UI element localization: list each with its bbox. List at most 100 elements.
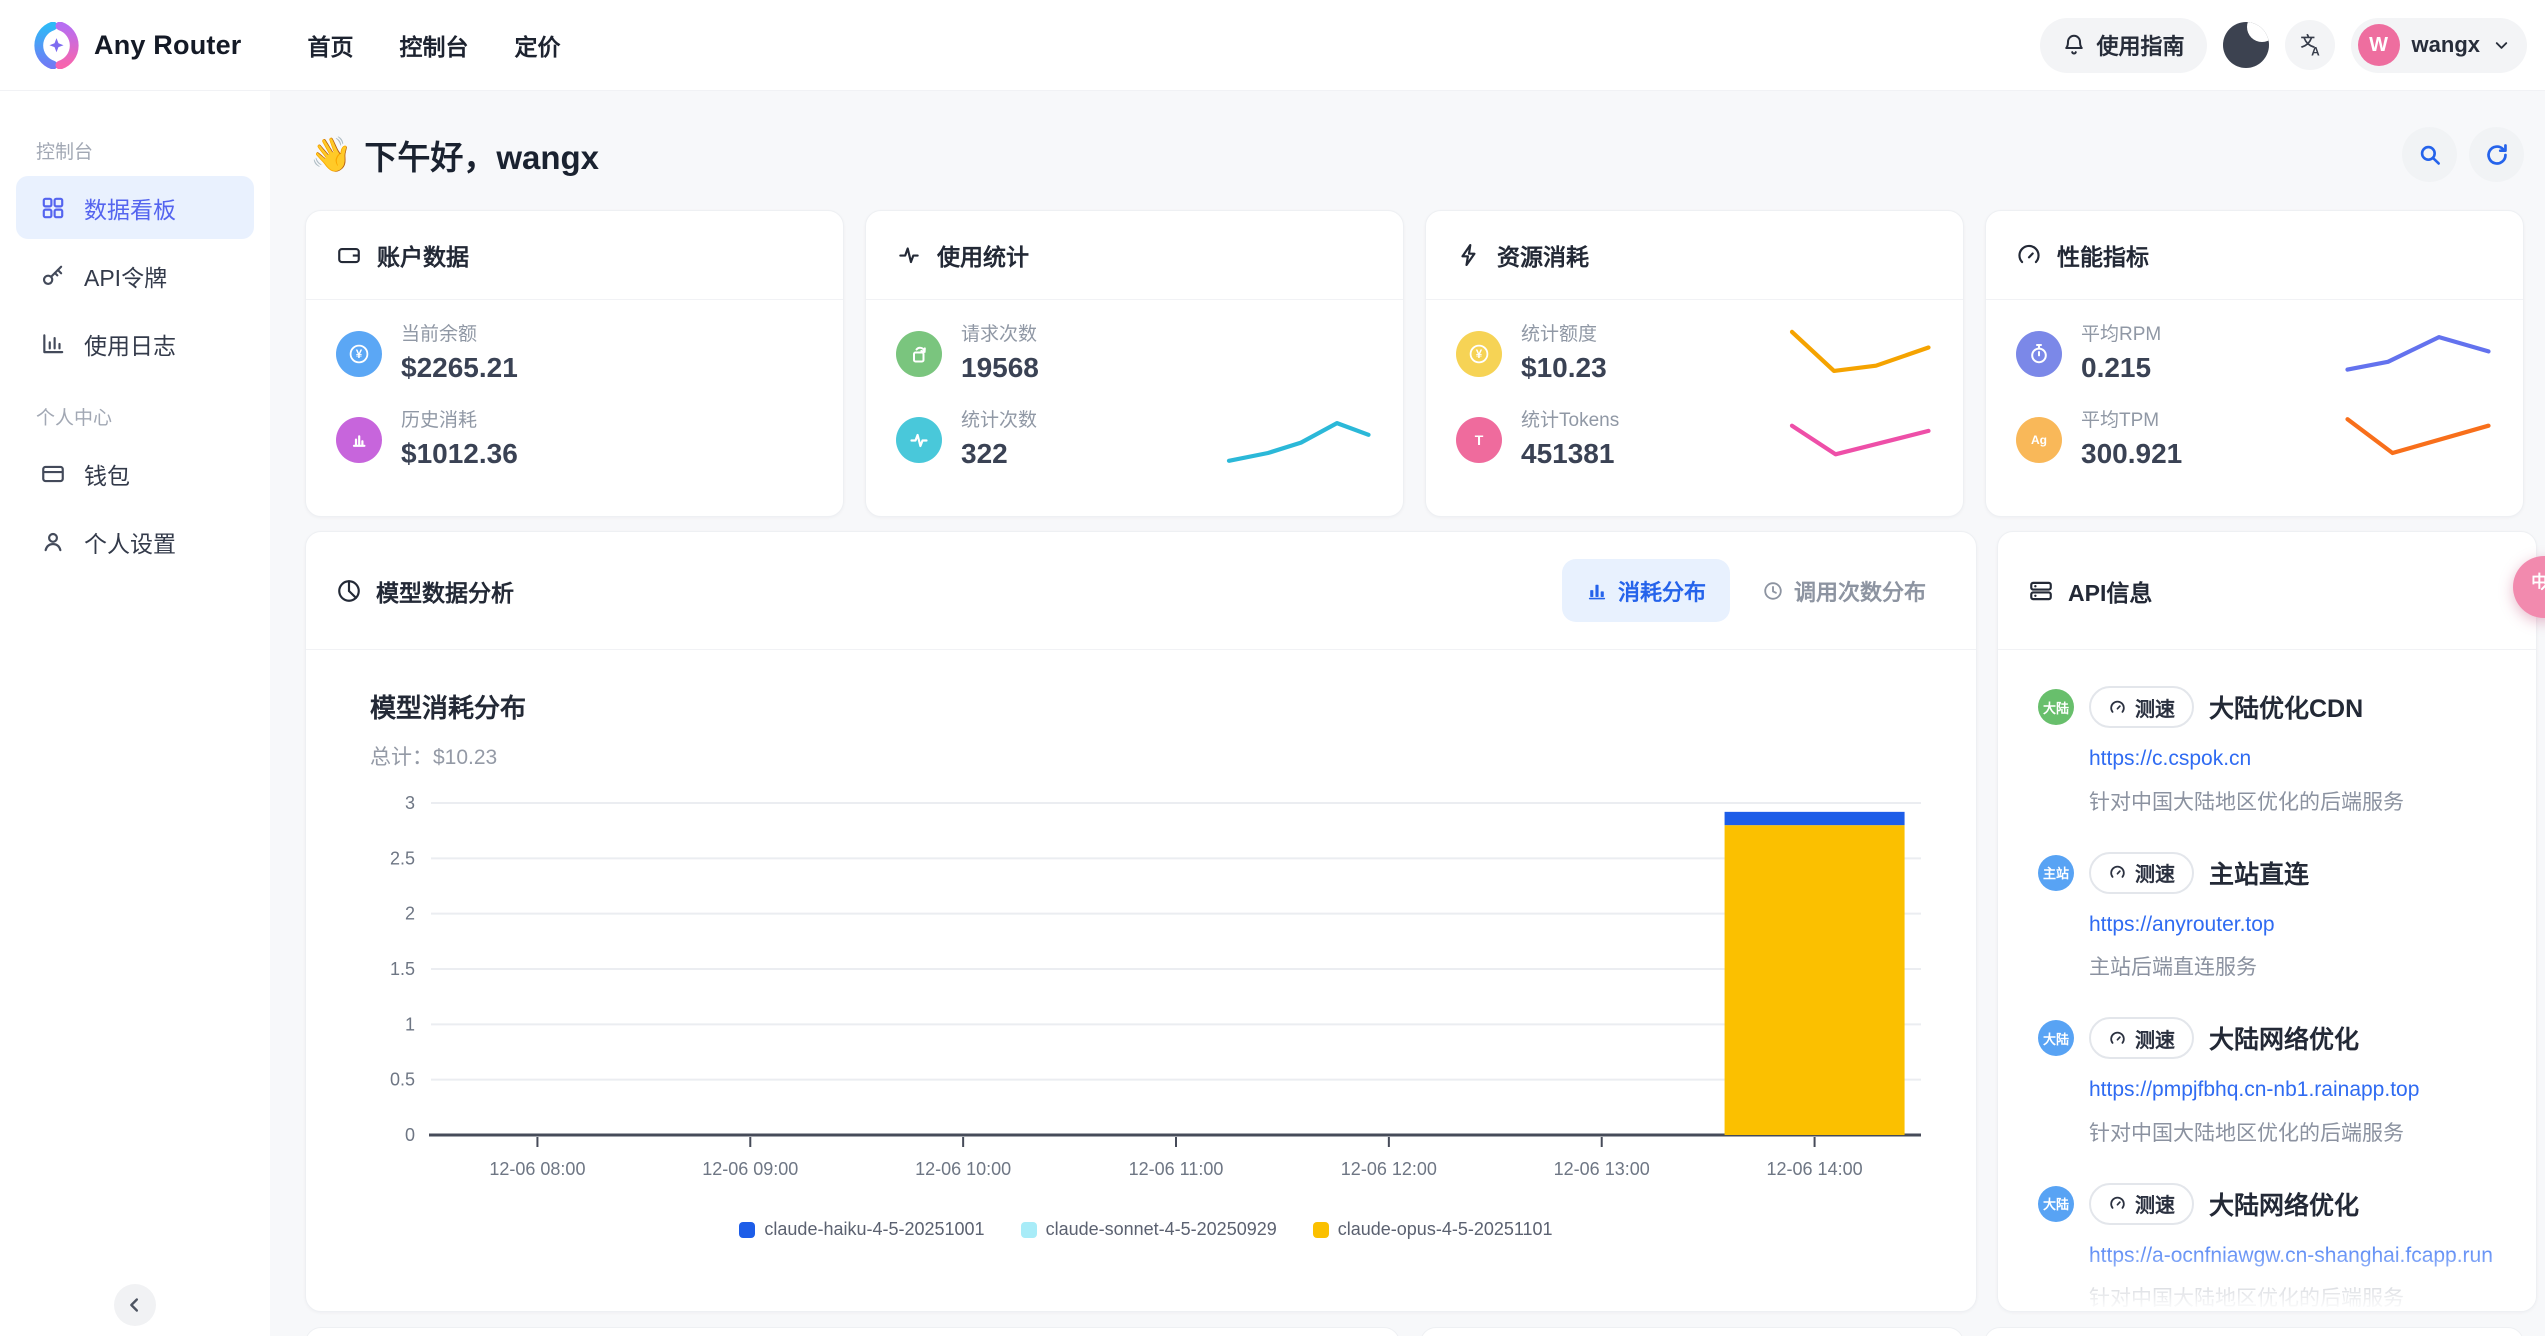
sidebar: 控制台 数据看板 API令牌 [0,91,270,1336]
svg-text:A: A [2311,44,2320,58]
api-entry: 主站 测速 主站直连 https://anyrouter.top 主站后端直连服… [2038,851,2502,982]
region-badge: 大陆 [2038,1185,2074,1222]
language-switch-button[interactable]: 文 A [2284,20,2335,70]
api-entry: 大陆 测速 大陆网络优化 https://pmpjfbhq.cn-nb1.rai… [2038,1017,2502,1147]
sparkline [1789,423,1931,457]
legend-label: claude-haiku-4-5-20251001 [764,1219,985,1239]
lightning-icon [1456,242,1482,268]
sidebar-item-label: 钱包 [84,462,130,489]
tab-call-count-distribution[interactable]: 调用次数分布 [1738,559,1950,622]
nav-link-pricing[interactable]: 定价 [514,34,561,60]
card-usage-stats: 使用统计 请求次数 19568 统计次数 322 [865,210,1404,517]
pulse-icon [896,416,942,463]
key-icon [40,263,66,289]
svg-text:中: 中 [2531,572,2545,591]
translate-icon: 中 A [2531,572,2545,604]
chart-title: 模型消耗分布 [370,693,527,723]
card-title: 性能指标 [2057,244,2149,270]
sparkline [1226,420,1371,463]
gauge-icon [2110,1031,2125,1044]
chevron-left-icon [130,1298,139,1312]
svg-text:文: 文 [2300,34,2315,50]
region-badge: 大陆 [2038,689,2074,725]
sidebar-item-wallet[interactable]: 钱包 [16,442,254,505]
nav-link-console[interactable]: 控制台 [399,34,469,60]
card-performance: 性能指标 平均RPM 0.215 Ag 平均TPM 300.921 [1985,210,2524,517]
app-logo-icon [33,21,80,69]
person-icon [40,529,66,555]
search-icon [2420,145,2440,165]
bottom-card-stub [305,1327,1400,1336]
sidebar-collapse-button[interactable] [114,1284,156,1326]
consumption-bar-chart: 0 0.5 1 1.5 2 2.5 3 12-06 08:00 12-06 09:00 12-06… [390,793,1921,1179]
svg-text:12-06 11:00: 12-06 11:00 [1129,1159,1224,1179]
sidebar-item-label: 使用日志 [84,332,176,359]
legend-swatch [739,1221,756,1238]
theme-toggle-moon-icon[interactable] [2222,22,2269,68]
chart-legend: claude-haiku-4-5-20251001 claude-sonnet-4… [346,1219,1946,1240]
svg-text:T: T [1475,432,1484,448]
svg-text:12-06 14:00: 12-06 14:00 [1767,1159,1863,1179]
search-button[interactable] [2402,127,2457,182]
gauge-icon [2016,242,2042,268]
refresh-icon [2486,143,2507,165]
endpoint-name: 主站直连 [2209,860,2310,889]
api-info-panel: API信息 大陆 测速 大陆优化CDN https://c. [1997,531,2537,1312]
legend-item[interactable]: claude-haiku-4-5-20251001 [739,1219,985,1240]
sidebar-item-label: 数据看板 [84,196,176,223]
server-stack-icon [2028,578,2054,604]
stat-avg-tpm: Ag 平均TPM 300.921 [2016,410,2493,470]
speed-test-button[interactable]: 测速 [2089,686,2194,728]
region-badge: 主站 [2038,854,2074,891]
endpoint-url-link[interactable]: https://anyrouter.top [2089,912,2275,936]
usage-guide-button[interactable]: 使用指南 [2039,17,2207,73]
page-greeting: 👋 下午好，wangx [310,135,600,176]
speed-test-button[interactable]: 测速 [2089,1017,2194,1060]
svg-text:12-06 12:00: 12-06 12:00 [1341,1159,1437,1179]
sidebar-item-api-tokens[interactable]: API令牌 [16,244,254,307]
stat-stat-count: 统计次数 322 [896,410,1373,470]
endpoint-url-link[interactable]: https://a-ocnfniawgw.cn-shanghai.fcapp.r… [2089,1243,2493,1267]
chevron-down-icon [2492,36,2511,55]
legend-label: claude-opus-4-5-20251101 [1337,1219,1553,1239]
main-nav: 首页 控制台 定价 [308,28,561,62]
endpoint-name: 大陆网络优化 [2209,1191,2360,1220]
speed-test-button[interactable]: 测速 [2089,1182,2194,1225]
pie-chart-icon [336,578,362,604]
endpoint-description: 针对中国大陆地区优化的后端服务 [2089,1121,2404,1145]
wallet-flap-icon [336,242,362,268]
tab-consumption-distribution[interactable]: 消耗分布 [1561,559,1730,622]
sidebar-item-label: 个人设置 [84,530,176,557]
model-analysis-panel: 模型数据分析 消耗分布 调用次数分布 模型消耗分布 [305,531,1977,1312]
pulse-icon [896,242,922,268]
region-badge: 大陆 [2038,1020,2074,1057]
usage-guide-label: 使用指南 [2096,34,2185,59]
sidebar-item-usage-logs[interactable]: 使用日志 [16,312,254,375]
speed-test-button[interactable]: 测速 [2089,851,2194,894]
grid-icon [40,195,66,221]
svg-text:1.5: 1.5 [390,959,415,979]
bars-icon [336,416,382,463]
legend-item[interactable]: claude-opus-4-5-20251101 [1312,1219,1553,1240]
user-menu[interactable]: W wangx [2350,17,2527,73]
wallet-icon [40,461,66,487]
legend-item[interactable]: claude-sonnet-4-5-20250929 [1020,1219,1277,1240]
sparkline [2345,416,2491,455]
sidebar-item-settings[interactable]: 个人设置 [16,510,254,573]
svg-text:0: 0 [405,1125,415,1145]
token-t-icon: T [1456,416,1502,463]
svg-text:0.5: 0.5 [390,1070,415,1090]
refresh-button[interactable] [2469,127,2524,182]
stopwatch-icon [2016,330,2062,377]
brand[interactable]: Any Router [33,21,242,69]
api-entry: 大陆 测速 大陆网络优化 https://a-ocnfniawgw.cn-sha… [2038,1182,2502,1311]
endpoint-url-link[interactable]: https://c.cspok.cn [2089,747,2252,770]
sidebar-item-dashboard[interactable]: 数据看板 [16,176,254,239]
stat-request-count: 请求次数 19568 [896,324,1373,384]
sparkline [1789,329,1931,373]
bell-icon [2062,33,2086,57]
card-title: 资源消耗 [1497,244,1589,270]
nav-link-home[interactable]: 首页 [307,34,354,60]
endpoint-url-link[interactable]: https://pmpjfbhq.cn-nb1.rainapp.top [2089,1078,2420,1102]
svg-text:2.5: 2.5 [390,848,415,868]
